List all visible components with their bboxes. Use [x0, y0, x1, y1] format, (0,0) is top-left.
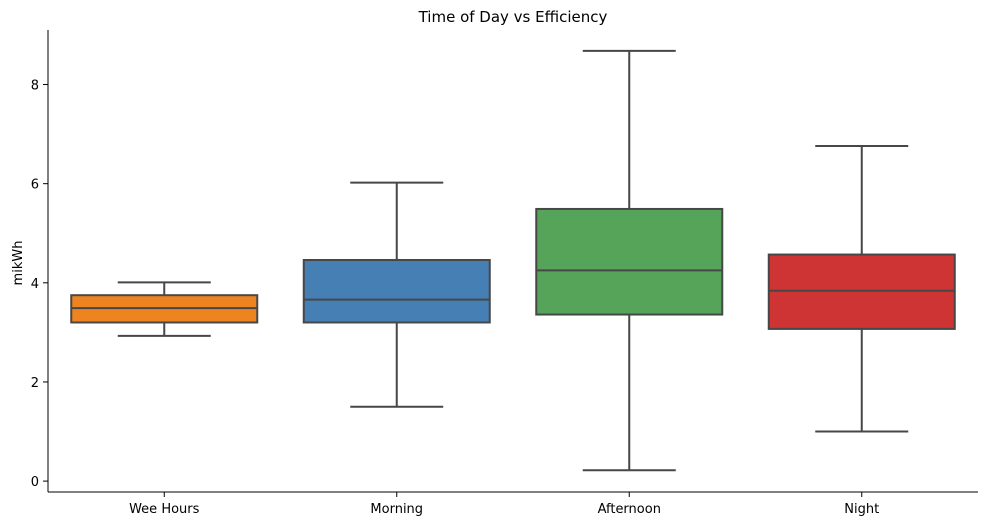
y-tick-label-4: 4 — [31, 277, 39, 292]
axes: Wee Hours Morning Afternoon Night 0 2 4 6 8 — [31, 30, 978, 517]
x-tick-label-wee-hours: Wee Hours — [129, 502, 200, 517]
y-tick-label-8: 8 — [31, 79, 39, 94]
iqr-box-morning — [302, 259, 491, 324]
y-tick-label-0: 0 — [31, 475, 39, 490]
plot-area — [70, 49, 956, 472]
box-night — [767, 144, 956, 433]
y-axis-label: mikWh — [11, 241, 26, 286]
box-wee-hours — [70, 281, 259, 337]
x-tick-label-night: Night — [844, 502, 879, 517]
x-tick-label-morning: Morning — [370, 502, 423, 517]
iqr-box-afternoon — [535, 207, 724, 316]
y-tick-label-6: 6 — [31, 178, 39, 193]
box-morning — [302, 181, 491, 408]
x-tick-label-afternoon: Afternoon — [598, 502, 661, 517]
y-tick-label-2: 2 — [31, 376, 39, 391]
box-afternoon — [535, 49, 724, 472]
chart-title: Time of Day vs Efficiency — [418, 8, 608, 26]
